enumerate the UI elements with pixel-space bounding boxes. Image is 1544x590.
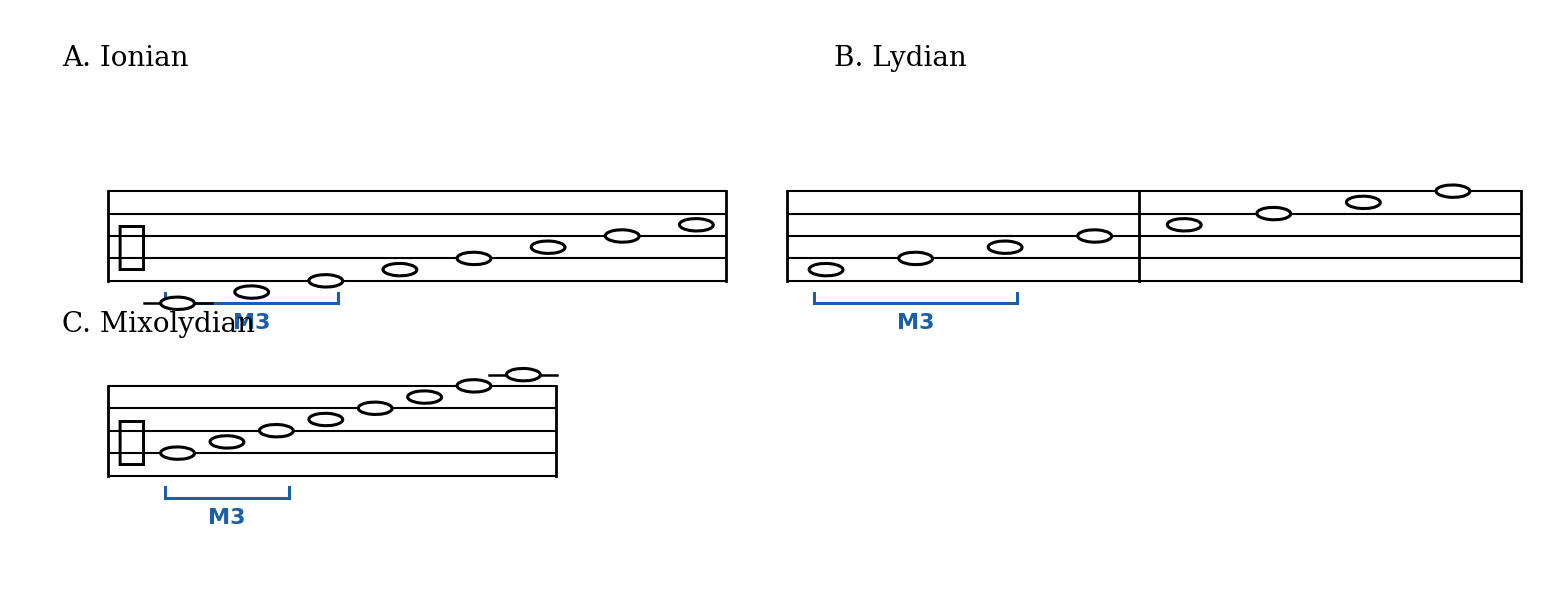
Ellipse shape bbox=[457, 380, 491, 392]
Ellipse shape bbox=[1257, 208, 1291, 219]
Text: A. Ionian: A. Ionian bbox=[62, 45, 188, 73]
Ellipse shape bbox=[899, 253, 933, 264]
Text: M3: M3 bbox=[208, 508, 245, 528]
Text: 𝄞: 𝄞 bbox=[116, 221, 147, 273]
Ellipse shape bbox=[235, 286, 269, 298]
Ellipse shape bbox=[161, 447, 195, 459]
Text: B. Lydian: B. Lydian bbox=[834, 45, 967, 73]
Ellipse shape bbox=[358, 402, 392, 414]
Ellipse shape bbox=[383, 264, 417, 276]
Text: 𝄞: 𝄞 bbox=[116, 416, 147, 468]
Ellipse shape bbox=[809, 264, 843, 276]
Ellipse shape bbox=[988, 241, 1022, 253]
Ellipse shape bbox=[1346, 196, 1380, 208]
Ellipse shape bbox=[259, 425, 293, 437]
Ellipse shape bbox=[457, 253, 491, 264]
Ellipse shape bbox=[1167, 219, 1201, 231]
Text: C. Mixolydian: C. Mixolydian bbox=[62, 311, 255, 338]
Text: M3: M3 bbox=[897, 313, 934, 333]
Ellipse shape bbox=[1436, 185, 1470, 197]
Ellipse shape bbox=[309, 414, 343, 425]
Ellipse shape bbox=[1078, 230, 1112, 242]
Ellipse shape bbox=[531, 241, 565, 253]
Ellipse shape bbox=[605, 230, 639, 242]
Ellipse shape bbox=[161, 297, 195, 309]
Text: M3: M3 bbox=[233, 313, 270, 333]
Ellipse shape bbox=[679, 219, 713, 231]
Ellipse shape bbox=[408, 391, 442, 403]
Ellipse shape bbox=[309, 275, 343, 287]
Ellipse shape bbox=[506, 369, 540, 381]
Ellipse shape bbox=[210, 436, 244, 448]
